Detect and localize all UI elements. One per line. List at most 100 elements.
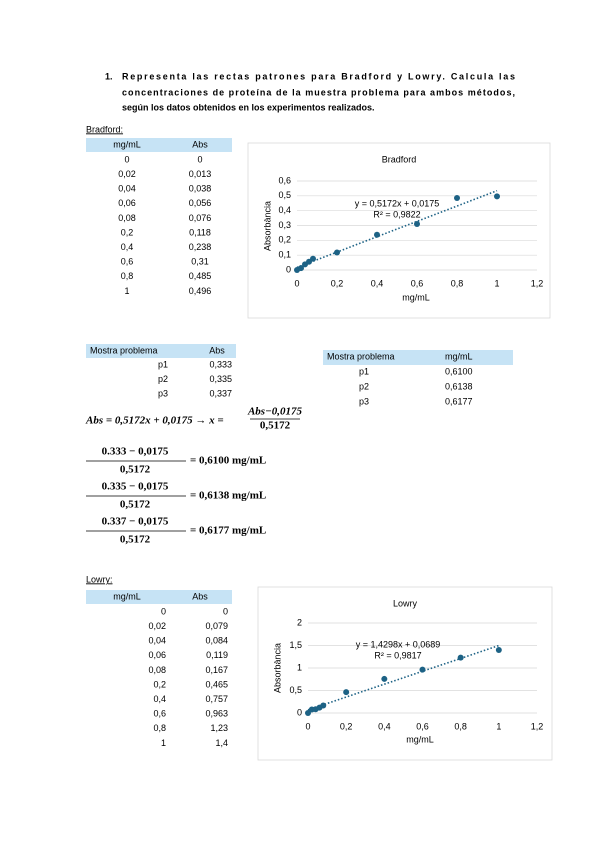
x-tick-label: 1: [496, 721, 501, 731]
table-cell: 0,6: [153, 709, 166, 719]
question-line: concentraciones de proteína de la muestr…: [122, 87, 515, 97]
table-cell: 0,335: [209, 374, 232, 384]
x-tick-label: 0,2: [331, 278, 344, 288]
table-cell: 0: [124, 154, 129, 164]
table-header-bg: [86, 590, 232, 604]
table-cell: 1,23: [210, 723, 228, 733]
table-header: mg/mL: [113, 139, 141, 149]
table-cell: 0,076: [189, 213, 212, 223]
table-cell: 0,333: [209, 359, 232, 369]
section-label: Bradford:: [86, 124, 123, 134]
table-cell: 0,496: [189, 286, 212, 296]
x-axis-label: mg/mL: [402, 292, 430, 302]
calc-denominator: 0,5172: [120, 499, 151, 511]
calc-numerator: 0.337 − 0,0175: [102, 516, 169, 528]
table-cell: p2: [359, 381, 369, 391]
y-tick-label: 1: [297, 662, 302, 672]
y-tick-label: 0,6: [278, 175, 291, 185]
data-point: [374, 231, 380, 238]
y-tick-label: 0,3: [278, 220, 291, 230]
table-cell: 0,084: [205, 636, 228, 646]
table-cell: 0,119: [206, 650, 228, 660]
table-header: mg/mL: [445, 351, 473, 361]
calc-result: = 0,6100 mg/mL: [190, 455, 266, 467]
table-cell: 0,013: [189, 169, 212, 179]
trendline-equation: y = 1,4298x + 0,0689: [356, 639, 441, 649]
table-cell: 0: [197, 154, 202, 164]
table-cell: 0,08: [148, 665, 166, 675]
table-cell: 0,8: [121, 271, 134, 281]
table-cell: p3: [158, 388, 168, 398]
table-cell: 0,04: [118, 184, 136, 194]
table-header-bg: [86, 344, 236, 358]
question-number: 1.: [105, 71, 113, 81]
table-cell: 0,465: [205, 679, 228, 689]
x-tick-label: 0,6: [411, 278, 424, 288]
table-cell: 1: [161, 738, 166, 748]
table-cell: 0,079: [205, 621, 228, 631]
calc-numerator: 0.335 − 0,0175: [102, 481, 169, 493]
x-tick-label: 0,4: [371, 278, 384, 288]
table-cell: 0,167: [205, 665, 228, 675]
x-tick-label: 0,8: [454, 721, 467, 731]
table-header-bg: [86, 138, 232, 152]
calc-numerator: 0.333 − 0,0175: [102, 446, 169, 458]
data-point: [298, 265, 304, 272]
y-tick-label: 0,1: [278, 250, 291, 260]
table-cell: 0,757: [205, 694, 228, 704]
data-point: [305, 710, 311, 716]
table-cell: 0,4: [121, 242, 134, 252]
section-label: Lowry:: [86, 574, 113, 584]
data-point: [419, 666, 426, 673]
x-tick-label: 0: [305, 721, 310, 731]
y-tick-label: 0: [297, 707, 302, 717]
calc-denominator: 0,5172: [120, 464, 151, 476]
data-point: [414, 221, 420, 228]
data-point: [494, 193, 500, 200]
y-tick-label: 0,4: [278, 205, 291, 215]
table-cell: 0,056: [189, 198, 212, 208]
table-cell: 0,06: [148, 650, 166, 660]
x-tick-label: 1,2: [531, 278, 544, 288]
x-axis-label: mg/mL: [406, 734, 434, 744]
trendline: [296, 189, 498, 269]
data-point: [320, 702, 327, 709]
equation-numerator: Abs−0,0175: [247, 406, 303, 418]
question-line: Representa las rectas patrones para Brad…: [122, 71, 515, 81]
chart-title: Lowry: [393, 598, 418, 608]
trendline-equation: y = 0,5172x + 0,0175: [355, 198, 440, 208]
calc-denominator: 0,5172: [120, 534, 151, 546]
question-line: según los datos obtenidos en los experim…: [122, 102, 375, 112]
y-tick-label: 0,5: [278, 190, 291, 200]
table-header: Abs: [192, 139, 208, 149]
y-tick-label: 0,2: [278, 235, 291, 245]
data-point: [457, 654, 464, 661]
data-point: [454, 195, 460, 202]
x-tick-label: 0,4: [378, 721, 391, 731]
chart-frame: [247, 142, 551, 319]
y-tick-label: 1,5: [289, 640, 302, 650]
table-cell: 0,02: [118, 169, 136, 179]
data-point: [310, 255, 316, 262]
x-tick-label: 0,8: [451, 278, 464, 288]
table-cell: 0,6138: [445, 381, 473, 391]
calc-result: = 0,6138 mg/mL: [190, 490, 266, 502]
table-cell: 0,2: [121, 227, 134, 237]
table-cell: p3: [359, 396, 369, 406]
table-cell: 1: [124, 286, 129, 296]
data-point: [495, 647, 502, 653]
table-cell: p1: [359, 366, 369, 376]
table-cell: 0,337: [209, 388, 232, 398]
x-tick-label: 1: [494, 278, 499, 288]
table-cell: 0,06: [118, 198, 136, 208]
x-tick-label: 0,6: [416, 721, 429, 731]
table-cell: 0,038: [189, 184, 212, 194]
table-header: Mostra problema: [90, 345, 158, 355]
table-cell: 0,2: [153, 679, 166, 689]
table-cell: 0,31: [191, 257, 209, 267]
table-cell: 0: [223, 606, 228, 616]
table-cell: 0,6100: [445, 366, 473, 376]
table-cell: 0,963: [205, 709, 228, 719]
x-tick-label: 1,2: [531, 721, 544, 731]
